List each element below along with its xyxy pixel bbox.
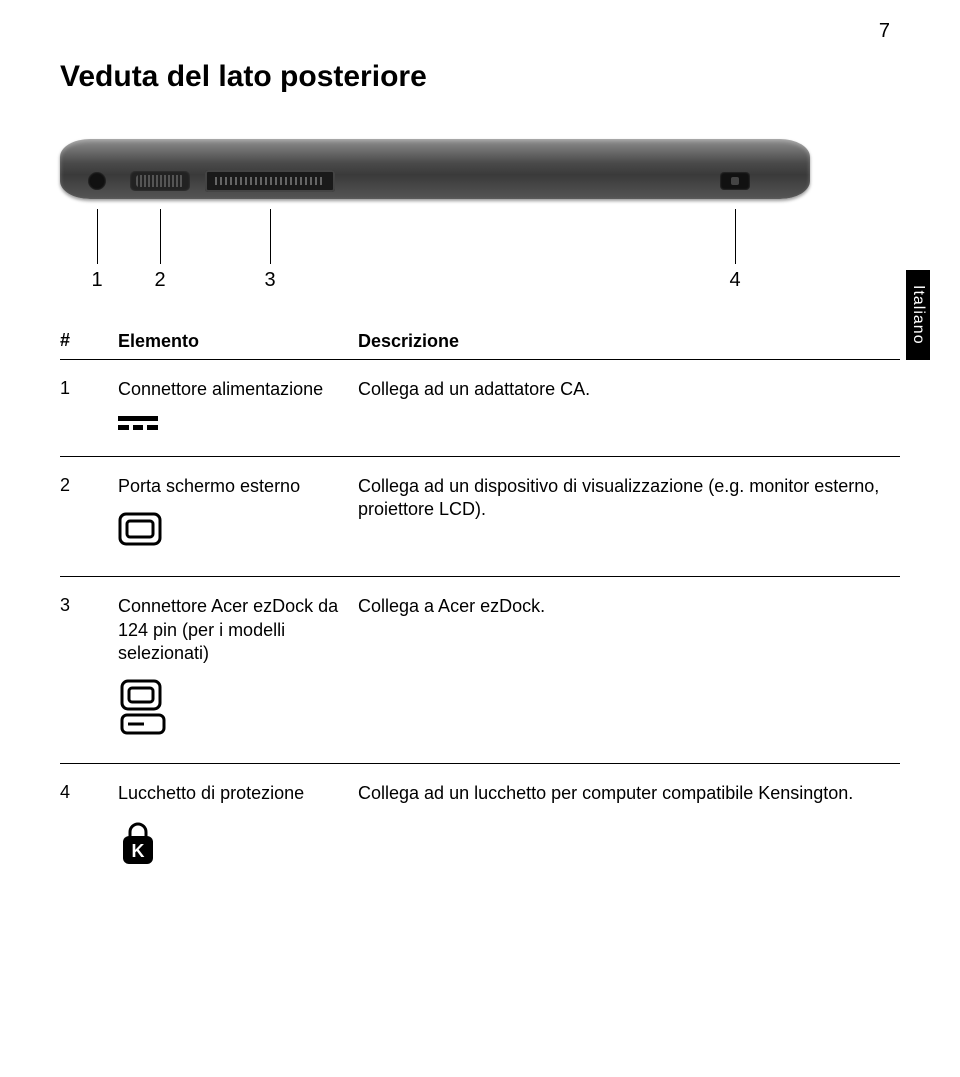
language-tab: Italiano [906,270,930,360]
svg-text:K: K [132,841,145,861]
row-elem-text: Connettore alimentazione [118,379,323,399]
row-elem-text: Porta schermo esterno [118,476,300,496]
callout-3: 3 [264,269,275,292]
table-row: 4 Lucchetto di protezione K Collega ad u… [60,763,900,893]
vga-port [130,171,190,191]
leader-line-2 [160,209,161,264]
row-elem: Porta schermo esterno [118,475,348,550]
row-desc: Collega a Acer ezDock. [358,595,900,618]
header-num: # [60,330,108,351]
table-header-row: # Elemento Descrizione [60,324,900,359]
header-elem: Elemento [118,330,348,353]
dock-port [205,170,335,192]
power-port [88,172,106,190]
dc-power-icon [118,416,348,430]
row-num: 2 [60,475,108,496]
kensington-slot [720,172,750,190]
dock-icon [118,679,348,737]
callout-4: 4 [729,269,740,292]
spec-table: # Elemento Descrizione 1 Connettore alim… [60,324,900,894]
row-elem-text: Connettore Acer ezDock da 124 pin (per i… [118,596,338,663]
leader-line-3 [270,209,271,264]
table-row: 2 Porta schermo esterno Collega ad un di… [60,456,900,576]
lock-icon: K [118,820,348,868]
row-desc: Collega ad un adattatore CA. [358,378,900,401]
callout-1: 1 [91,269,102,292]
row-num: 3 [60,595,108,616]
table-row: 3 Connettore Acer ezDock da 124 pin (per… [60,576,900,763]
header-desc: Descrizione [358,330,900,353]
laptop-rear-figure: 1 2 3 4 [60,114,810,294]
row-elem: Connettore alimentazione [118,378,348,429]
leader-line-1 [97,209,98,264]
table-row: 1 Connettore alimentazione Collega ad un… [60,359,900,455]
row-desc: Collega ad un dispositivo di visualizzaz… [358,475,900,522]
leader-line-4 [735,209,736,264]
page: 7 Veduta del lato posteriore 1 2 3 4 Ita… [0,0,960,1077]
row-elem: Lucchetto di protezione K [118,782,348,867]
row-num: 4 [60,782,108,803]
row-desc: Collega ad un lucchetto per computer com… [358,782,900,805]
row-num: 1 [60,378,108,399]
page-number: 7 [879,20,890,43]
callout-2: 2 [154,269,165,292]
row-elem: Connettore Acer ezDock da 124 pin (per i… [118,595,348,737]
monitor-icon [118,512,348,550]
row-elem-text: Lucchetto di protezione [118,783,304,803]
laptop-ports [60,166,810,196]
page-title: Veduta del lato posteriore [60,60,900,94]
